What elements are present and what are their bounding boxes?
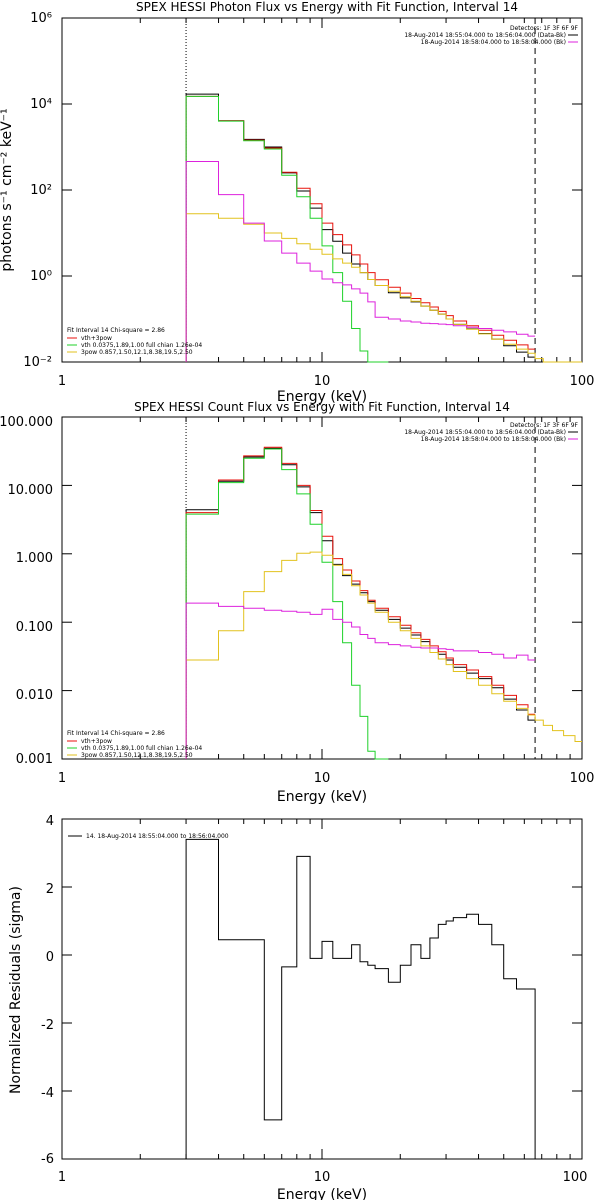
count-flux-panel: SPEX HESSI Count Flux vs Energy with Fit… [0,400,594,805]
residual-legend-label: 14. 18-Aug-2014 18:55:04.000 to 18:56:04… [86,833,229,840]
series-line-powerlaw [185,213,582,363]
residual-plot-frame [61,818,583,1160]
photon-detectors-label: Detectors: 1F 3F 6F 9F [510,25,579,32]
count-legend-thermal: vth 0.0375,1.89,1.00 full chian 1.26e-04 [81,745,202,752]
count-plot-area [61,416,583,760]
series-line-data [185,447,536,759]
residual-x-axis-label: Energy (keV) [277,1187,367,1200]
photon-legend-thermal: vth 0.0375,1.89,1.00 full chian 1.26e-04 [81,342,202,349]
photon-plot-frame [61,17,583,363]
count-y-tick-label: 100.000 [0,415,53,430]
photon-y-tick-label: 10⁻² [23,355,52,370]
residual-x-tick-label: 10 [314,1170,331,1185]
count-detectors-label: Detectors: 1F 3F 6F 9F [510,422,579,429]
photon-plot-area [61,17,583,363]
residual-y-tick-label: 2 [46,882,54,897]
series-line-total [185,446,536,759]
photon-background-label: 18-Aug-2014 18:58:04.000 to 18:58:04.000… [421,39,566,46]
count-interval-label: 18-Aug-2014 18:55:04.000 to 18:56:04.000… [404,429,566,436]
photon-x-axis-label: Energy (keV) [277,389,367,405]
photon-flux-title: SPEX HESSI Photon Flux vs Energy with Fi… [136,0,518,14]
photon-y-tick-label: 10⁴ [30,97,52,112]
residual-y-tick-label: -2 [41,1018,54,1033]
series-line-thermal [185,95,389,363]
count-x-axis-label: Energy (keV) [277,789,367,805]
count-x-tick-label: 10 [314,771,331,786]
count-plot-frame [61,416,583,760]
photon-legend-powerlaw: 3pow 0.857,1.50,12.1,8.38,19.5,2.50 [81,349,193,356]
count-flux-title: SPEX HESSI Count Flux vs Energy with Fit… [134,400,510,414]
residual-plot-area [61,818,583,1160]
photon-flux-panel: SPEX HESSI Photon Flux vs Energy with Fi… [0,0,594,405]
count-y-tick-label: 0.001 [16,752,53,767]
residual-y-tick-label: 4 [46,814,54,829]
residual-y-tick-label: 0 [46,950,54,965]
series-line-background [185,602,536,759]
photon-legend-total: vth+3pow [81,335,112,342]
count-x-tick-label: 1 [58,771,66,786]
count-legend-powerlaw: 3pow 0.857,1.50,12.1,8.38,19.5,2.50 [81,752,193,759]
count-x-tick-label: 100 [570,771,595,786]
residual-x-tick-label: 1 [58,1170,66,1185]
photon-y-tick-label: 10² [30,183,52,198]
count-legend-total: vth+3pow [81,738,112,745]
residuals-panel: 1 10 100 Energy (keV) Normalized Residua… [8,814,587,1200]
series-line-data [185,93,536,362]
residual-y-axis-label: Normalized Residuals (sigma) [8,886,24,1094]
photon-y-axis-label: photons s⁻¹ cm⁻² keV⁻¹ [0,108,15,271]
residual-x-tick-label: 100 [563,1170,588,1185]
count-background-label: 18-Aug-2014 18:58:04.000 to 18:58:04.000… [421,436,566,443]
photon-x-tick-label: 100 [570,374,595,389]
count-y-tick-label: 0.100 [16,620,53,635]
photon-x-tick-label: 10 [314,374,331,389]
count-y-tick-label: 0.010 [16,688,53,703]
photon-y-tick-label: 10⁶ [30,11,52,26]
count-y-tick-label: 1.000 [16,551,53,566]
count-fit-info: Fit Interval 14 Chi-square = 2.86 [67,730,165,737]
photon-y-tick-label: 10⁰ [30,269,52,284]
series-line-data [185,838,536,1159]
residual-y-tick-label: -4 [41,1086,54,1101]
photon-fit-info: Fit Interval 14 Chi-square = 2.86 [67,327,165,334]
residual-y-tick-label: -6 [41,1152,54,1167]
series-line-background [185,161,536,362]
series-line-thermal [185,448,389,760]
count-y-tick-label: 10.000 [8,483,54,498]
photon-x-tick-label: 1 [58,374,66,389]
series-line-powerlaw [185,551,582,759]
series-line-total [185,95,536,362]
photon-interval-label: 18-Aug-2014 18:55:04.000 to 18:56:04.000… [404,32,566,39]
